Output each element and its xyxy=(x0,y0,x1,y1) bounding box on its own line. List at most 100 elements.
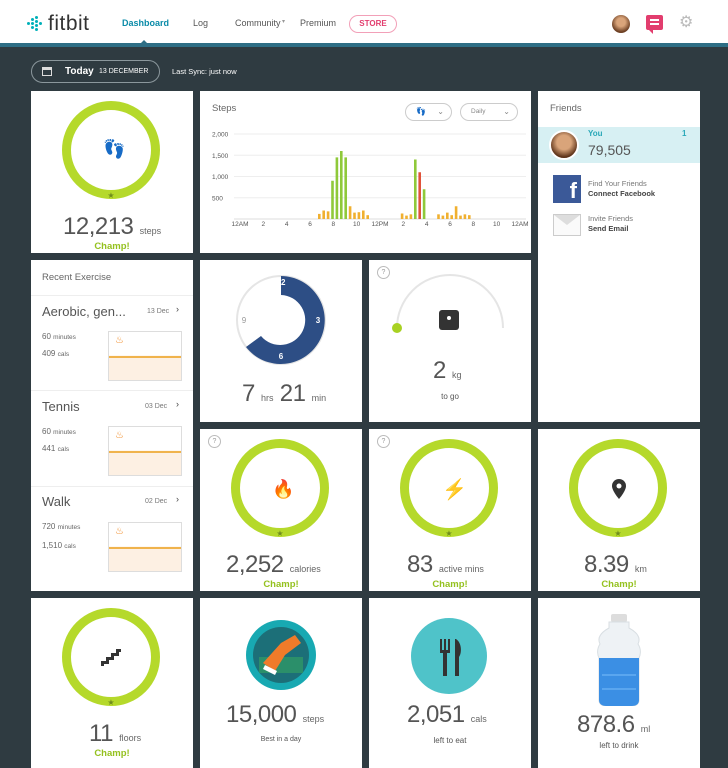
star-icon: ★ xyxy=(107,698,115,707)
food-value: 2,051 cals xyxy=(407,701,487,728)
weight-gauge xyxy=(392,274,504,333)
steps-bar[interactable] xyxy=(468,215,471,219)
food-tile[interactable]: 2,051 cals left to eat xyxy=(369,598,531,768)
x-tick-label: 12AM xyxy=(232,221,249,228)
steps-bar[interactable] xyxy=(331,180,334,219)
sleep-dial: 12 3 6 9 xyxy=(236,275,326,365)
community-chevron-down-icon[interactable]: ▾ xyxy=(282,19,286,25)
friends-tile: Friends You 1 79,505 f Find Your Friends… xyxy=(538,91,700,422)
messages-icon[interactable] xyxy=(646,15,663,34)
steps-chart-title: Steps xyxy=(212,103,237,114)
steps-bar[interactable] xyxy=(353,212,356,219)
friend-row-you[interactable]: You 1 79,505 xyxy=(538,127,700,163)
exercise-minutes: 60 minutes xyxy=(42,427,76,436)
weight-value: 2 kg xyxy=(433,357,462,384)
dial-12-label: 12 xyxy=(277,278,286,287)
active-minutes-tile[interactable]: ? ★ ⚡ 83 active mins Champ! xyxy=(369,429,531,591)
steps-tile[interactable]: ★ 👣 12,213 steps Champ! xyxy=(31,91,193,253)
steps-bar[interactable] xyxy=(335,157,339,219)
period-dropdown[interactable]: Daily ⌄ xyxy=(460,103,518,121)
best-day-label: Best in a day xyxy=(260,736,302,743)
help-icon[interactable]: ? xyxy=(377,266,390,279)
steps-bar[interactable] xyxy=(418,172,421,219)
weight-tile[interactable]: ? 2 kg to go xyxy=(369,260,531,422)
sleep-tile[interactable]: 12 3 6 9 7 hrs 21 min xyxy=(200,260,362,422)
help-icon[interactable]: ? xyxy=(377,435,390,448)
facebook-action: Connect Facebook xyxy=(588,189,656,198)
date-selector[interactable]: Today 13 DECEMBER xyxy=(31,60,160,83)
exercise-name: Aerobic, gen... xyxy=(42,304,126,319)
distance-tile[interactable]: ★ 8.39 km Champ! xyxy=(538,429,700,591)
steps-bar[interactable] xyxy=(414,159,417,220)
store-button[interactable]: STORE xyxy=(349,15,397,33)
logo-text: fitbit xyxy=(48,12,90,35)
nav-community[interactable]: Community xyxy=(235,18,281,28)
x-tick-label: 8 xyxy=(472,221,476,228)
floors-champ-badge: Champ! xyxy=(94,748,130,759)
steps-bar[interactable] xyxy=(441,215,445,219)
logo-dots-icon xyxy=(27,16,43,32)
help-icon[interactable]: ? xyxy=(208,435,221,448)
steps-bar[interactable] xyxy=(362,210,365,220)
steps-bar[interactable] xyxy=(405,215,408,219)
nav-log[interactable]: Log xyxy=(193,18,209,28)
steps-bar[interactable] xyxy=(446,212,449,219)
exercise-calories: 409 cals xyxy=(42,349,70,358)
steps-bar[interactable] xyxy=(437,214,440,219)
steps-bar[interactable] xyxy=(454,206,458,219)
fitbit-logo[interactable]: fitbit xyxy=(27,12,90,36)
best-day-badge-icon xyxy=(246,620,316,690)
best-day-value: 15,000 steps xyxy=(226,701,325,728)
x-tick-label: 8 xyxy=(332,221,336,228)
calories-tile[interactable]: ? ★ 🔥 2,252 calories Champ! xyxy=(200,429,362,591)
stairs-icon xyxy=(101,649,121,666)
facebook-icon: f xyxy=(553,175,581,203)
flame-icon: ♨ xyxy=(115,526,124,537)
steps-progress-ring: ★ xyxy=(62,101,160,200)
user-avatar[interactable] xyxy=(612,15,630,33)
steps-bar[interactable] xyxy=(344,157,347,219)
steps-bar[interactable] xyxy=(463,214,467,219)
best-day-tile[interactable]: 15,000 steps Best in a day xyxy=(200,598,362,768)
divider xyxy=(31,295,193,296)
dial-6-label: 6 xyxy=(279,352,284,361)
y-tick-label: 500 xyxy=(212,195,223,202)
steps-bar-chart: 2,000 1,500 1,000 500 12AM 2 4 6 8 10 12PM 2 4 6 8 10 12… xyxy=(212,132,528,229)
steps-bar[interactable] xyxy=(400,213,404,219)
steps-bar[interactable] xyxy=(450,215,453,219)
exercise-minutes: 60 minutes xyxy=(42,332,76,341)
exercise-title: Recent Exercise xyxy=(42,272,112,283)
gear-icon[interactable]: ⚙ xyxy=(679,14,694,31)
steps-bar[interactable] xyxy=(340,151,343,219)
steps-bar[interactable] xyxy=(366,215,369,219)
exercise-calories: 441 cals xyxy=(42,444,70,453)
steps-bar[interactable] xyxy=(318,213,321,219)
exercise-heart-graph: ♨ xyxy=(108,522,182,572)
email-envelope-icon xyxy=(553,214,581,236)
flame-icon: 🔥 xyxy=(272,479,295,499)
activity-type-dropdown[interactable]: 👣 ⌄ xyxy=(405,103,452,121)
dial-3-label: 3 xyxy=(316,316,321,325)
fork-knife-icon xyxy=(411,618,487,694)
steps-bar[interactable] xyxy=(348,206,352,219)
nav-premium[interactable]: Premium xyxy=(300,18,337,28)
steps-bar[interactable] xyxy=(326,211,330,219)
chevron-right-icon: › xyxy=(176,399,179,409)
floors-tile[interactable]: ★ 11 floors Champ! xyxy=(31,598,193,768)
steps-bar[interactable] xyxy=(422,189,426,219)
steps-bar[interactable] xyxy=(409,214,413,219)
calories-champ-badge: Champ! xyxy=(263,579,299,590)
star-icon: ★ xyxy=(107,191,115,200)
steps-chart-tile: Steps 👣 ⌄ Daily ⌄ 2,000 1,500 1,000 500 12AM 2 4… xyxy=(200,91,531,253)
water-tile[interactable]: 878.6 ml left to drink xyxy=(538,598,700,768)
steps-bar[interactable] xyxy=(459,215,462,219)
water-label: left to drink xyxy=(599,741,639,750)
recent-exercise-tile: Recent Exercise Aerobic, gen... 13 Dec ›… xyxy=(31,260,193,591)
steps-bar[interactable] xyxy=(357,212,361,219)
top-navigation: fitbit Dashboard Log Community ▾ Premium… xyxy=(0,0,728,47)
active-value: 83 active mins xyxy=(407,551,484,578)
friends-title: Friends xyxy=(550,103,582,114)
steps-bar[interactable] xyxy=(322,210,325,220)
nav-dashboard[interactable]: Dashboard xyxy=(122,18,170,28)
friend-steps: 79,505 xyxy=(588,142,631,158)
